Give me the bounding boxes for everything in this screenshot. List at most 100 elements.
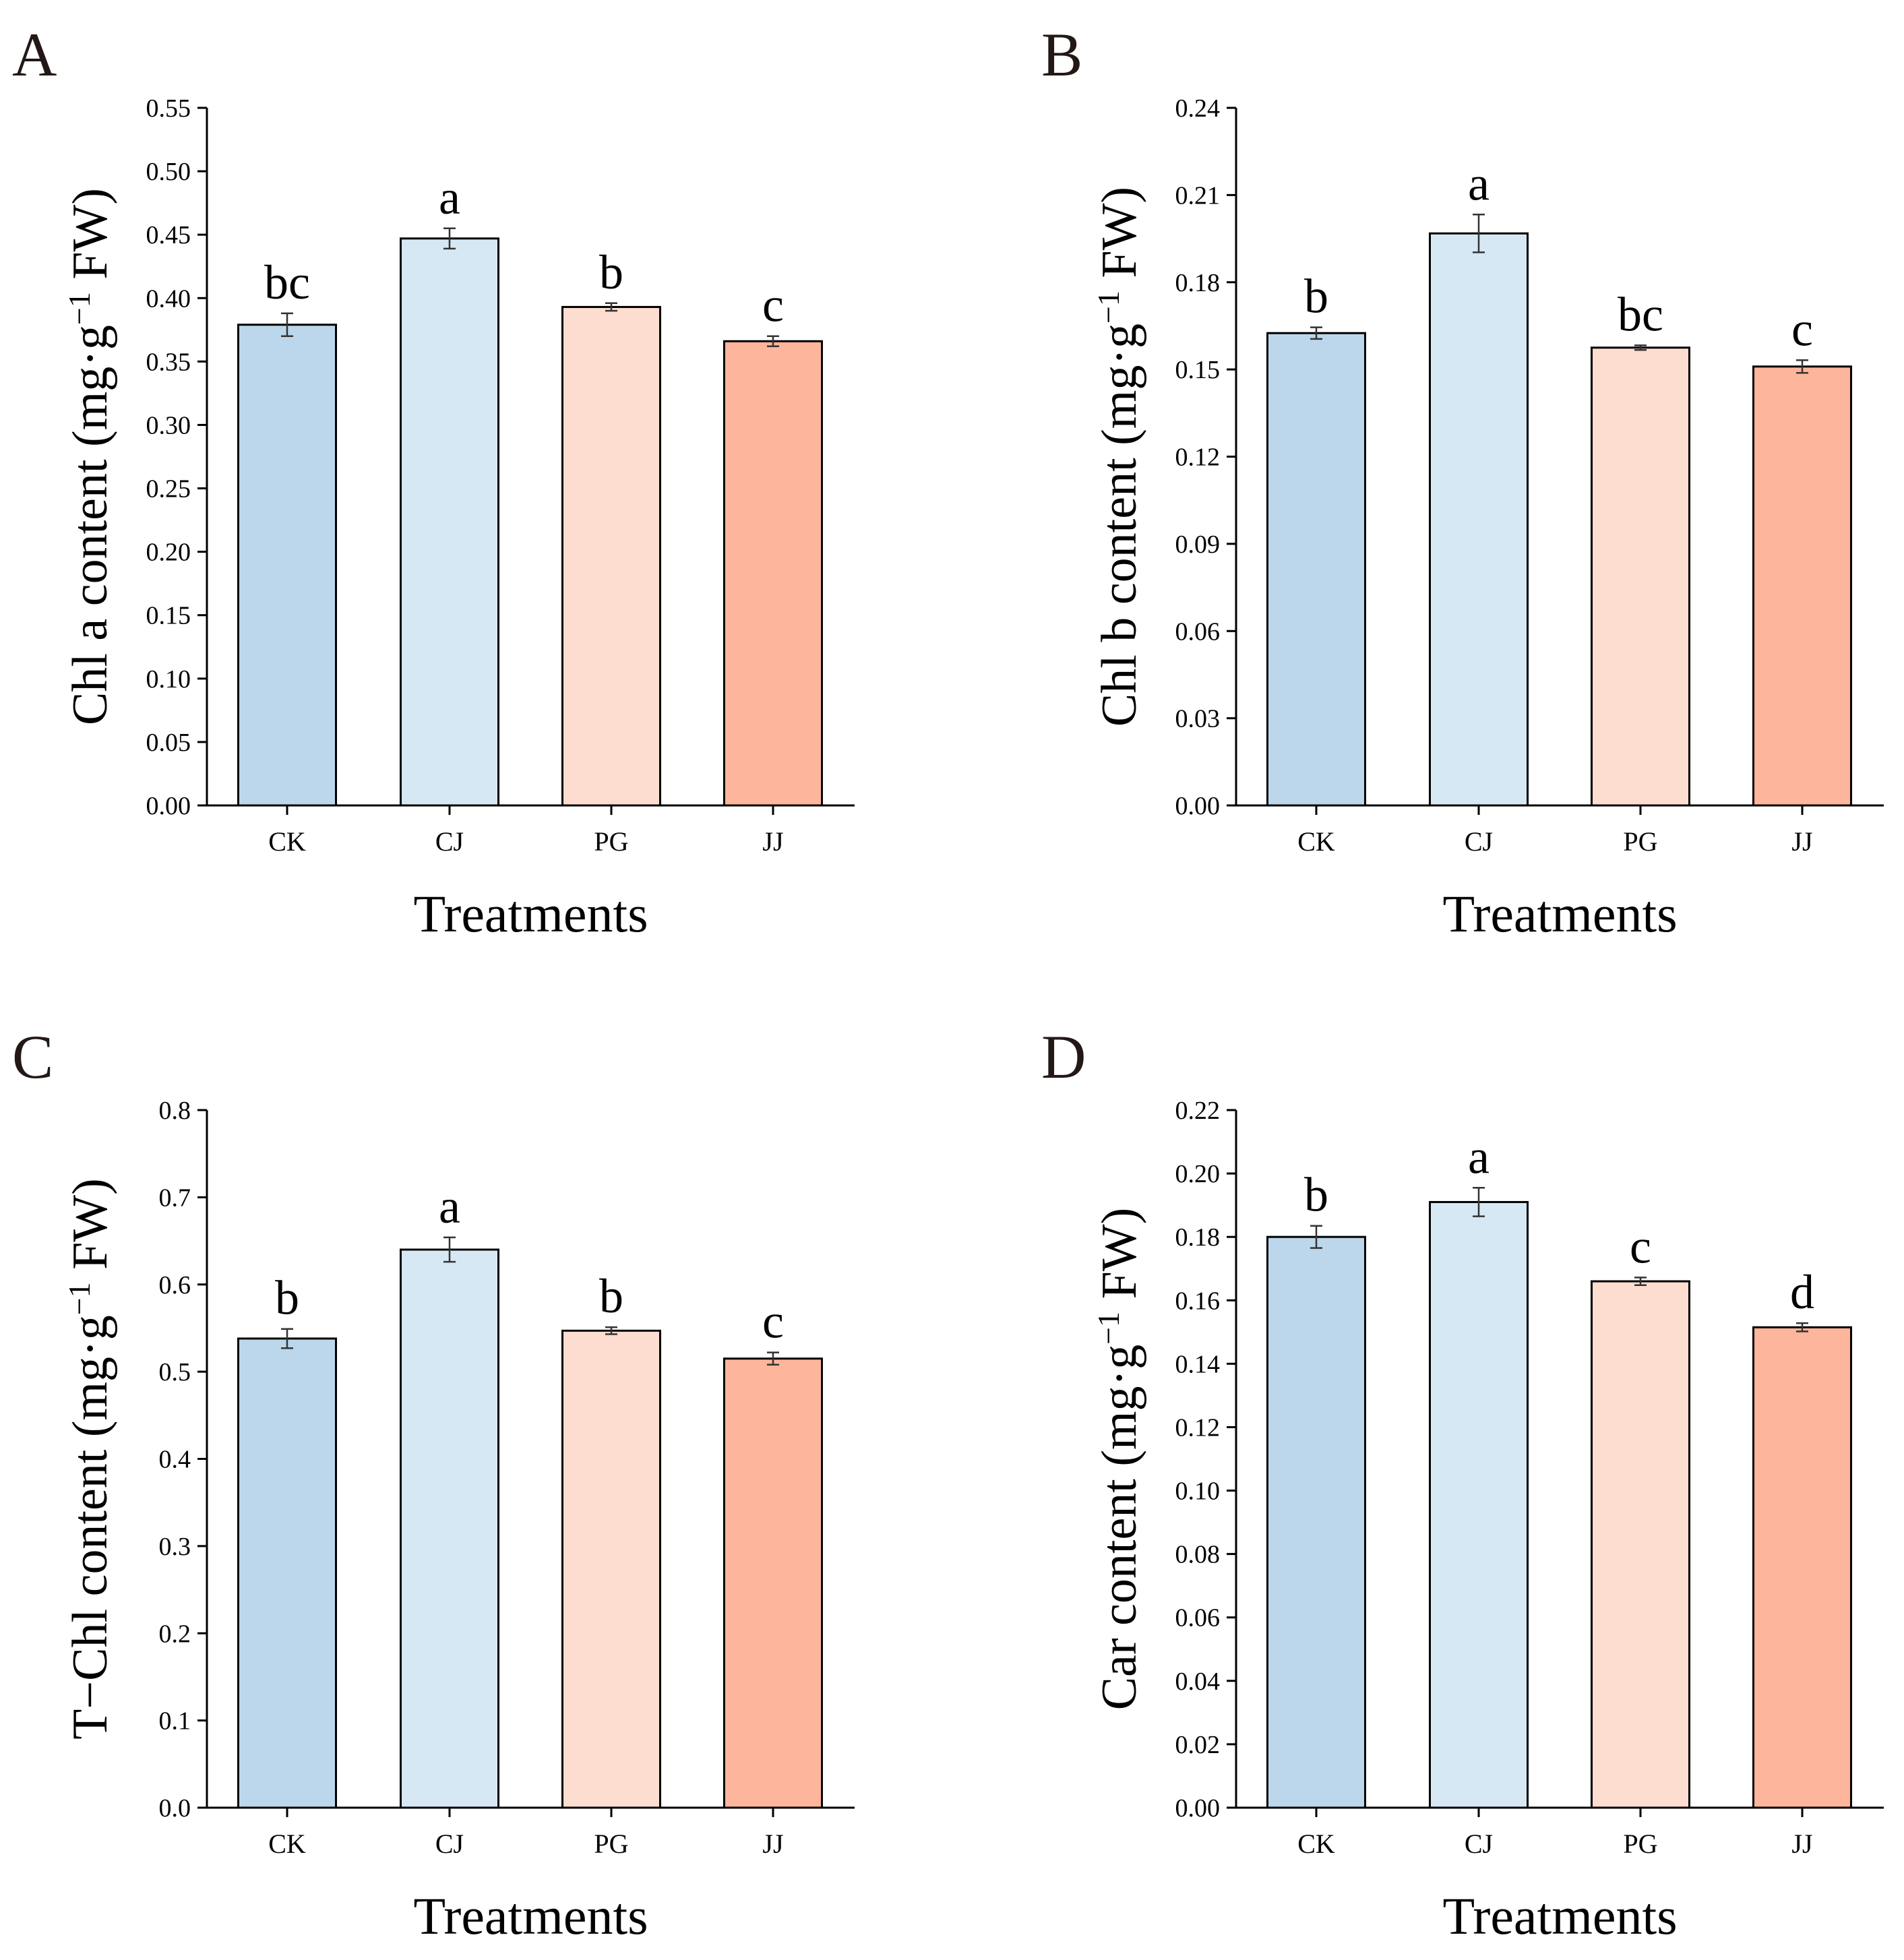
y-tick-label: 0.8 [159, 1097, 191, 1125]
x-tick-label: CK [1297, 1829, 1335, 1859]
bar-ck [237, 324, 337, 807]
bar-cj [400, 237, 499, 807]
y-tick-label: 0.7 [159, 1184, 191, 1212]
y-tick-label: 0.22 [1175, 1097, 1221, 1125]
y-tick-label: 0.00 [1175, 1794, 1221, 1823]
x-tick-label: PG [1623, 1829, 1657, 1859]
y-tick-label: 0.08 [1175, 1541, 1221, 1569]
y-tick-label: 0.21 [1175, 181, 1221, 210]
y-tick-label: 0.00 [146, 792, 191, 820]
y-tick-label: 0.15 [146, 602, 191, 630]
bar-jj [1752, 1326, 1852, 1809]
y-tick-label: 0.50 [146, 158, 191, 186]
chart-panel-c: C 0.0 0.1 0.2 0.3 0.4 0.5 0.6 0.7 0.8 CK b CJ a PG b JJ c… [12, 1022, 855, 1945]
significance-letter: c [762, 1295, 784, 1349]
y-axis-label: T−Chl content (mg·g−1 FW) [62, 1178, 119, 1740]
bar-jj [723, 340, 823, 807]
y-tick-label: 0.02 [1175, 1731, 1221, 1759]
bar-jj [1752, 365, 1852, 807]
significance-letter: bc [264, 255, 310, 309]
significance-letter: b [599, 1269, 623, 1323]
y-tick-label: 0.6 [159, 1271, 191, 1299]
x-axis-label: Treatments [413, 884, 648, 943]
x-axis-label: Treatments [1442, 884, 1677, 943]
significance-letter: b [599, 245, 623, 299]
significance-letter: c [1791, 302, 1813, 356]
panel-letter: D [1041, 1022, 1086, 1091]
bar-cj [400, 1248, 499, 1809]
significance-letter: c [762, 278, 784, 332]
y-tick-label: 0.10 [1175, 1477, 1221, 1506]
y-axis-label: Car content (mg·g−1 FW) [1091, 1208, 1148, 1711]
y-axis-label: Chl a content (mg·g−1 FW) [62, 188, 119, 725]
y-tick-label: 0.09 [1175, 530, 1221, 559]
panel-letter: C [12, 1022, 53, 1091]
x-tick-label: JJ [1791, 1829, 1812, 1859]
x-tick-label: CJ [435, 1829, 464, 1859]
x-axis-label: Treatments [1442, 1887, 1677, 1945]
significance-letter: c [1630, 1219, 1651, 1273]
y-tick-label: 0.10 [146, 665, 191, 694]
y-tick-label: 0.06 [1175, 1604, 1221, 1632]
significance-letter: a [1468, 1130, 1490, 1184]
x-tick-label: JJ [762, 1829, 783, 1859]
y-axis-label: Chl b content (mg·g−1 FW) [1091, 187, 1148, 727]
y-tick-label: 0.55 [146, 94, 191, 123]
y-tick-label: 0.35 [146, 348, 191, 376]
y-tick-label: 0.45 [146, 221, 191, 249]
x-tick-label: CJ [435, 826, 464, 857]
y-tick-label: 0.14 [1175, 1350, 1221, 1378]
y-tick-label: 0.12 [1175, 1413, 1221, 1442]
y-tick-label: 0.0 [159, 1794, 191, 1823]
bar-cj [1429, 1200, 1529, 1809]
y-tick-label: 0.12 [1175, 443, 1221, 472]
y-tick-label: 0.18 [1175, 1223, 1221, 1252]
significance-letter: b [1304, 1168, 1328, 1222]
y-tick-label: 0.24 [1175, 94, 1221, 123]
y-tick-label: 0.18 [1175, 269, 1221, 297]
bar-cj [1429, 232, 1529, 807]
x-tick-label: JJ [762, 826, 783, 857]
y-tick-label: 0.4 [159, 1446, 191, 1474]
y-tick-label: 0.3 [159, 1533, 191, 1561]
x-tick-label: JJ [1791, 826, 1812, 857]
significance-letter: d [1790, 1265, 1814, 1319]
bar-pg [561, 305, 661, 807]
bar-pg [561, 1329, 661, 1809]
panel-letter: A [12, 20, 57, 89]
x-tick-label: CK [268, 1829, 306, 1859]
y-tick-label: 0.06 [1175, 617, 1221, 646]
x-tick-label: PG [594, 826, 628, 857]
significance-letter: b [275, 1271, 299, 1325]
y-tick-label: 0.04 [1175, 1667, 1221, 1696]
bar-pg [1591, 1280, 1690, 1809]
x-axis-label: Treatments [413, 1887, 648, 1945]
y-tick-label: 0.00 [1175, 792, 1221, 820]
y-tick-label: 0.1 [159, 1707, 191, 1736]
y-tick-label: 0.25 [146, 475, 191, 503]
y-tick-label: 0.15 [1175, 356, 1221, 384]
y-tick-label: 0.5 [159, 1358, 191, 1386]
significance-letter: a [1468, 156, 1490, 210]
y-tick-label: 0.2 [159, 1620, 191, 1648]
significance-letter: a [439, 171, 460, 224]
y-tick-label: 0.05 [146, 729, 191, 757]
x-tick-label: CK [268, 826, 306, 857]
bar-ck [237, 1337, 337, 1809]
y-tick-label: 0.20 [146, 539, 191, 567]
x-tick-label: PG [594, 1829, 628, 1859]
y-tick-label: 0.20 [1175, 1160, 1221, 1188]
y-tick-label: 0.03 [1175, 705, 1221, 733]
chart-panel-d: D 0.00 0.02 0.04 0.06 0.08 0.10 0.12 0.14 0.16 0.1… [1041, 1022, 1884, 1945]
chart-panel-a: A 0.00 0.05 0.10 0.15 0.20 0.25 0.30 0.35 0.40 0.4… [12, 20, 855, 943]
bar-ck [1266, 1235, 1366, 1809]
bar-ck [1266, 332, 1366, 807]
panel-letter: B [1041, 20, 1082, 89]
significance-letter: a [439, 1180, 460, 1233]
x-tick-label: CJ [1465, 1829, 1493, 1859]
significance-letter: b [1304, 270, 1328, 324]
x-tick-label: CK [1297, 826, 1335, 857]
y-tick-label: 0.16 [1175, 1287, 1221, 1315]
bar-pg [1591, 346, 1690, 807]
